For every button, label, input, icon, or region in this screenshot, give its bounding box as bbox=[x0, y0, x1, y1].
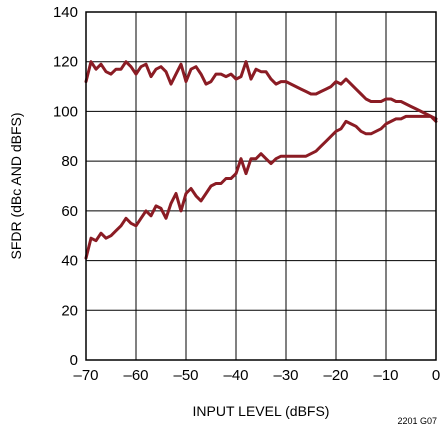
x-tick-label: –70 bbox=[73, 367, 98, 384]
x-tick-label: –40 bbox=[223, 367, 248, 384]
figure-code: 2201 G07 bbox=[397, 416, 437, 426]
x-tick-labels: –70 –60 –50 –40 –30 –20 –10 0 bbox=[73, 367, 440, 384]
y-tick-label: 60 bbox=[61, 203, 78, 220]
plot-frame bbox=[85, 11, 437, 361]
x-tick-label: –30 bbox=[273, 367, 298, 384]
y-tick-label: 120 bbox=[53, 54, 78, 71]
y-tick-label: 40 bbox=[61, 253, 78, 270]
y-tick-label: 140 bbox=[53, 4, 78, 21]
x-axis-label: INPUT LEVEL (dBFS) bbox=[193, 403, 330, 419]
x-tick-label: –50 bbox=[173, 367, 198, 384]
series-group bbox=[84, 60, 438, 260]
series-line-0 bbox=[84, 60, 438, 121]
y-tick-labels: 0 20 40 60 80 100 120 140 bbox=[53, 4, 78, 369]
y-tick-label: 0 bbox=[70, 352, 78, 369]
series-line-1 bbox=[84, 114, 438, 260]
y-tick-label: 100 bbox=[53, 103, 78, 120]
x-tick-label: 0 bbox=[432, 367, 440, 384]
y-tick-label: 20 bbox=[61, 302, 78, 319]
x-tick-label: –10 bbox=[373, 367, 398, 384]
x-tick-label: –20 bbox=[323, 367, 348, 384]
x-tick-label: –60 bbox=[123, 367, 148, 384]
y-axis-label: SFDR (dBc AND dBFS) bbox=[8, 112, 24, 259]
y-tick-label: 80 bbox=[61, 153, 78, 170]
